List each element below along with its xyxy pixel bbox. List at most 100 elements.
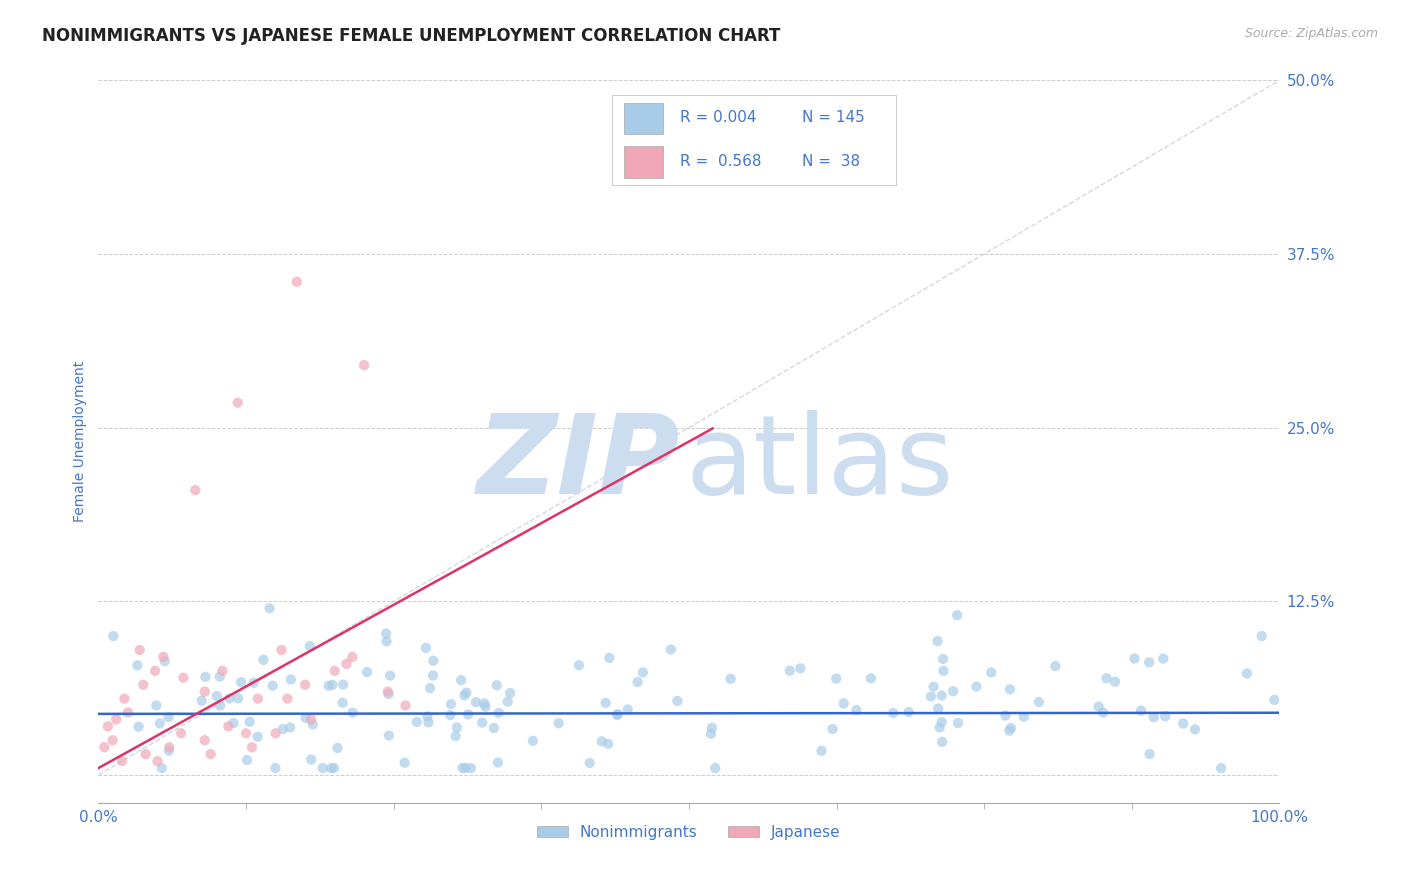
- Point: [101, 733, 124, 747]
- Point: [606, 708, 628, 723]
- Point: [270, 643, 292, 657]
- Point: [415, 640, 437, 655]
- Point: [1139, 747, 1161, 761]
- Point: [1143, 710, 1166, 724]
- Point: [980, 665, 1002, 680]
- Point: [1092, 706, 1115, 720]
- Point: [127, 658, 149, 673]
- Point: [208, 670, 231, 684]
- Point: [299, 753, 322, 767]
- Point: [150, 761, 173, 775]
- Point: [218, 691, 240, 706]
- Point: [301, 717, 323, 731]
- Point: [194, 733, 217, 747]
- Point: [932, 664, 955, 678]
- Point: [299, 713, 322, 727]
- Point: [405, 714, 427, 729]
- Point: [464, 695, 486, 709]
- Text: Source: ZipAtlas.com: Source: ZipAtlas.com: [1244, 27, 1378, 40]
- Point: [157, 743, 180, 757]
- Point: [720, 672, 742, 686]
- Legend: Nonimmigrants, Japanese: Nonimmigrants, Japanese: [531, 819, 846, 846]
- Point: [1154, 709, 1177, 723]
- Point: [845, 703, 868, 717]
- Point: [231, 675, 253, 690]
- Point: [112, 691, 135, 706]
- Point: [332, 696, 354, 710]
- Point: [394, 756, 416, 770]
- Point: [779, 664, 801, 678]
- Point: [922, 680, 945, 694]
- Point: [419, 681, 441, 695]
- Point: [966, 680, 988, 694]
- Point: [378, 729, 401, 743]
- Point: [246, 691, 269, 706]
- Point: [200, 747, 222, 761]
- Point: [547, 716, 569, 731]
- Point: [439, 708, 461, 723]
- Point: [294, 678, 316, 692]
- Point: [616, 702, 638, 716]
- Text: NONIMMIGRANTS VS JAPANESE FEMALE UNEMPLOYMENT CORRELATION CHART: NONIMMIGRANTS VS JAPANESE FEMALE UNEMPLO…: [42, 27, 780, 45]
- Point: [931, 735, 953, 749]
- Point: [209, 698, 232, 713]
- Point: [482, 721, 505, 735]
- Text: atlas: atlas: [685, 409, 953, 516]
- Point: [298, 639, 321, 653]
- Point: [145, 698, 167, 713]
- Point: [927, 634, 949, 648]
- Point: [946, 716, 969, 731]
- Point: [928, 721, 950, 735]
- Point: [172, 671, 194, 685]
- Point: [446, 721, 468, 735]
- Point: [146, 754, 169, 768]
- Point: [422, 668, 444, 682]
- Point: [117, 706, 139, 720]
- Point: [998, 682, 1021, 697]
- Y-axis label: Female Unemployment: Female Unemployment: [73, 361, 87, 522]
- Point: [246, 730, 269, 744]
- Point: [1137, 656, 1160, 670]
- Point: [205, 689, 228, 703]
- Point: [485, 678, 508, 692]
- Point: [931, 689, 953, 703]
- Point: [335, 657, 357, 671]
- Point: [1095, 671, 1118, 685]
- Point: [353, 358, 375, 372]
- Point: [264, 761, 287, 775]
- Point: [942, 684, 965, 698]
- Point: [377, 684, 399, 698]
- Point: [93, 740, 115, 755]
- Point: [342, 706, 364, 720]
- Point: [103, 629, 125, 643]
- Point: [239, 714, 262, 729]
- Point: [920, 690, 942, 704]
- Point: [323, 761, 346, 775]
- Point: [242, 675, 264, 690]
- Point: [440, 697, 463, 711]
- Point: [859, 672, 882, 686]
- Point: [1209, 761, 1232, 775]
- Point: [486, 756, 509, 770]
- Point: [262, 679, 284, 693]
- Point: [194, 684, 217, 698]
- Point: [280, 673, 302, 687]
- Point: [1104, 674, 1126, 689]
- Point: [97, 719, 120, 733]
- Point: [444, 729, 467, 743]
- Point: [326, 740, 349, 755]
- Point: [418, 715, 440, 730]
- Point: [332, 677, 354, 691]
- Point: [416, 709, 439, 723]
- Point: [789, 661, 811, 675]
- Point: [488, 706, 510, 720]
- Point: [135, 747, 157, 761]
- Point: [422, 654, 444, 668]
- Point: [394, 698, 416, 713]
- Point: [190, 693, 212, 707]
- Point: [264, 726, 287, 740]
- Point: [453, 689, 475, 703]
- Point: [522, 734, 544, 748]
- Point: [226, 395, 249, 409]
- Point: [236, 753, 259, 767]
